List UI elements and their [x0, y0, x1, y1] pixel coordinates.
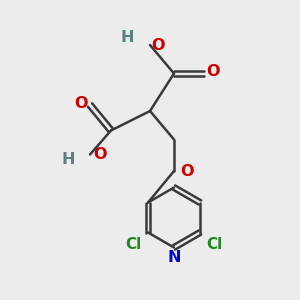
Text: O: O	[206, 64, 220, 80]
Text: Cl: Cl	[207, 237, 223, 252]
Text: O: O	[152, 38, 165, 52]
Text: O: O	[74, 96, 88, 111]
Text: Cl: Cl	[125, 237, 141, 252]
Text: O: O	[93, 147, 106, 162]
Text: N: N	[167, 250, 181, 265]
Text: O: O	[181, 164, 194, 178]
Text: H: H	[120, 30, 134, 45]
Text: H: H	[61, 152, 75, 166]
